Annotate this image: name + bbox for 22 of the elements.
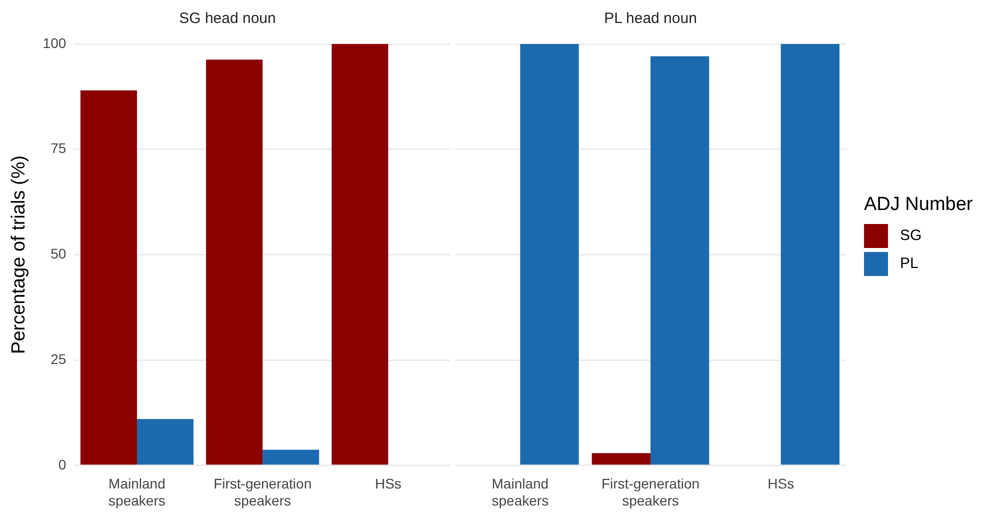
- y-axis-title: Percentage of trials (%): [8, 155, 30, 354]
- x-tick-label: First-generation speakers: [601, 476, 700, 508]
- x-tick-label: Mainland speakers: [492, 476, 549, 508]
- legend-label: SG: [900, 227, 922, 244]
- x-tick-label: HSs: [768, 476, 794, 492]
- bar: [136, 419, 194, 465]
- chart-title: SG head noun: [179, 10, 276, 28]
- bar: [206, 60, 263, 465]
- chart-title: PL head noun: [604, 10, 697, 28]
- legend-title: ADJ Number: [864, 194, 973, 216]
- y-tick-label: 100: [42, 34, 66, 51]
- y-tick-label: 50: [50, 246, 66, 262]
- legend-label: PL: [900, 255, 918, 272]
- x-tick-label: First-generation speakers: [214, 476, 312, 508]
- y-tick-label: 25: [50, 350, 66, 367]
- y-tick-label: 75: [50, 140, 66, 156]
- x-tick-label: Mainland speakers: [108, 476, 166, 508]
- bar: [332, 44, 388, 465]
- y-tick-label: 0: [58, 456, 66, 472]
- bar: [262, 450, 320, 465]
- bar: [80, 90, 137, 465]
- x-tick-label: HSs: [374, 476, 402, 492]
